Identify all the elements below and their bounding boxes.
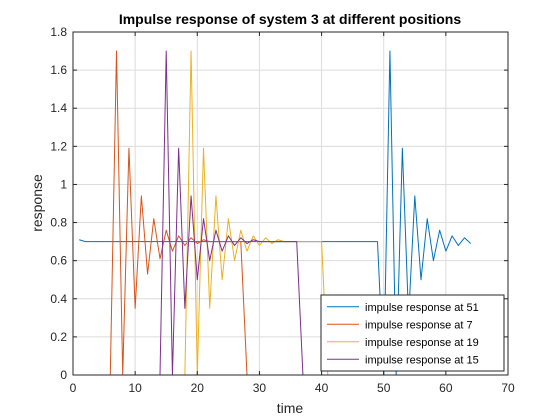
x-tick-label: 20 xyxy=(191,381,205,395)
y-tick-label: 0.8 xyxy=(50,216,67,230)
x-tick-labels: 0 10 20 30 40 50 60 70 xyxy=(70,381,515,395)
y-tick-label: 0.2 xyxy=(50,330,67,344)
y-tick-label: 1 xyxy=(60,177,67,191)
legend: impulse response at 51 impulse response a… xyxy=(320,294,505,372)
x-tick-label: 50 xyxy=(377,381,391,395)
x-tick-label: 70 xyxy=(501,381,515,395)
y-tick-label: 1.4 xyxy=(50,101,67,115)
legend-box xyxy=(320,294,505,372)
y-tick-label: 0.4 xyxy=(50,292,67,306)
y-tick-label: 1.6 xyxy=(50,63,67,77)
x-axis-label: time xyxy=(277,400,304,416)
y-tick-label: 1.8 xyxy=(50,25,67,39)
legend-label-1: impulse response at 7 xyxy=(365,319,473,331)
y-axis-label: response xyxy=(29,174,45,232)
x-tick-label: 40 xyxy=(315,381,329,395)
legend-label-2: impulse response at 19 xyxy=(365,337,479,349)
legend-label-3: impulse response at 15 xyxy=(365,354,479,366)
x-tick-label: 60 xyxy=(439,381,453,395)
plot-frame xyxy=(72,31,509,376)
y-tick-label: 1.2 xyxy=(50,139,67,153)
tick-marks xyxy=(72,31,509,376)
x-tick-label: 0 xyxy=(70,381,77,395)
x-tick-label: 10 xyxy=(128,381,142,395)
y-tick-label: 0.6 xyxy=(50,254,67,268)
y-tick-labels: 0 0.2 0.4 0.6 0.8 1 1.2 1.4 1.6 1.8 xyxy=(50,25,67,382)
legend-label-0: impulse response at 51 xyxy=(365,302,479,314)
y-tick-label: 0 xyxy=(60,368,67,382)
chart-title: Impulse response of system 3 at differen… xyxy=(119,11,462,27)
x-tick-label: 30 xyxy=(253,381,267,395)
